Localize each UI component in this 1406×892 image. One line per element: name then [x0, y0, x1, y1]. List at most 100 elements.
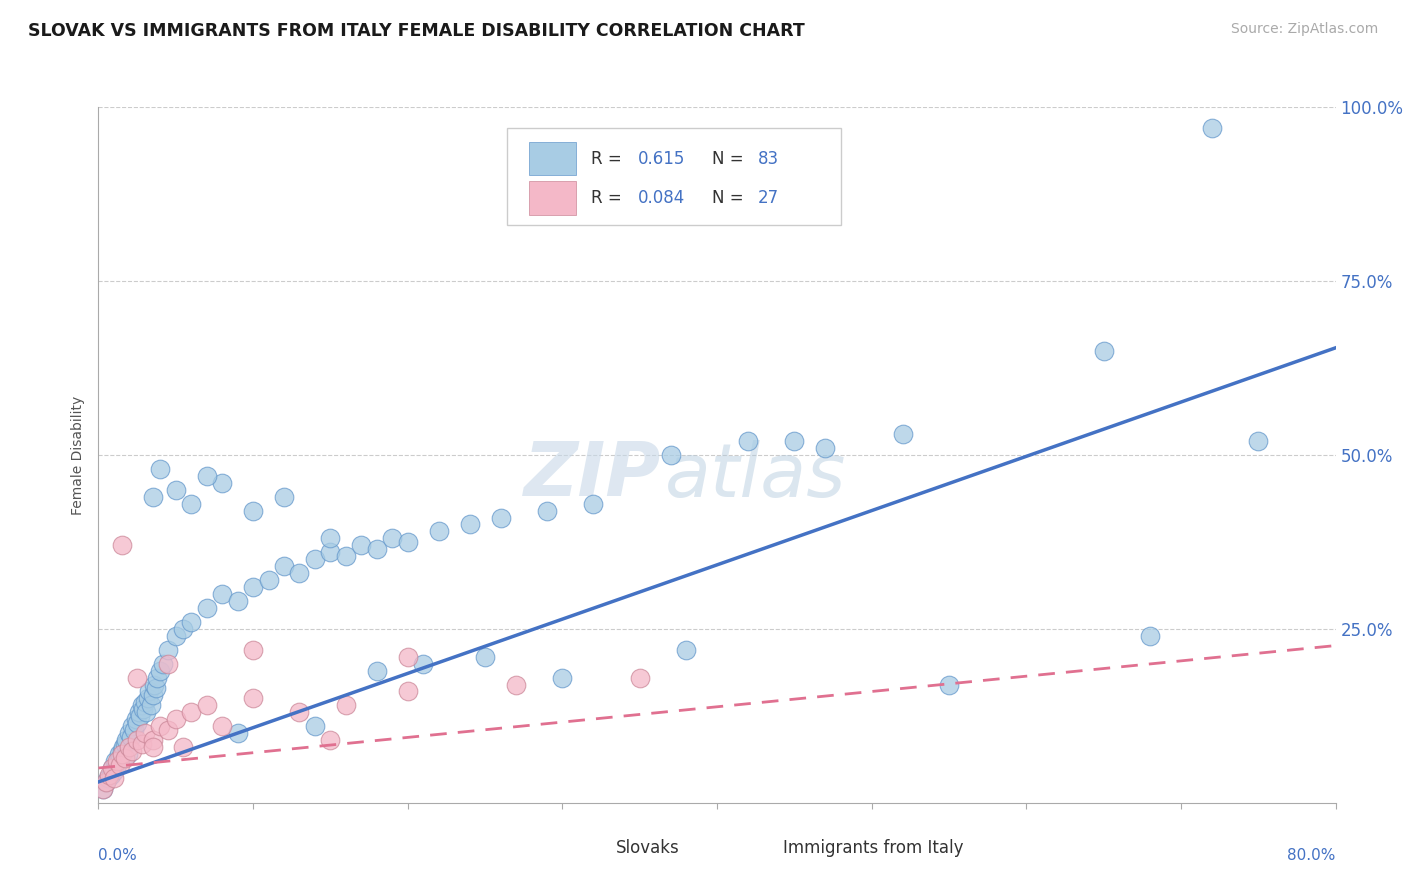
Point [335, 549, 357, 563]
Text: N =: N = [711, 150, 749, 168]
Point [288, 566, 311, 581]
Point [105, 754, 128, 768]
Point [211, 587, 233, 601]
Point [1201, 120, 1223, 135]
Point [319, 545, 342, 559]
Text: 80.0%: 80.0% [1288, 848, 1336, 863]
Point [180, 497, 202, 511]
Point [112, 740, 135, 755]
Point [121, 744, 143, 758]
Point [107, 747, 129, 761]
Point [675, 642, 697, 657]
Text: R =: R = [591, 150, 627, 168]
Text: 27: 27 [758, 189, 779, 207]
Text: N =: N = [711, 189, 749, 207]
Point [288, 706, 311, 720]
Point [91, 781, 114, 796]
Point [814, 441, 837, 455]
Point [412, 657, 434, 671]
Text: 0.084: 0.084 [638, 189, 685, 207]
Point [381, 532, 404, 546]
Point [98, 768, 121, 782]
Point [157, 723, 180, 737]
Point [211, 475, 233, 490]
Text: Source: ZipAtlas.com: Source: ZipAtlas.com [1230, 22, 1378, 37]
Point [108, 757, 131, 772]
Point [132, 702, 155, 716]
Text: ZIP: ZIP [524, 439, 661, 512]
Point [938, 677, 960, 691]
Point [582, 497, 605, 511]
Point [628, 671, 651, 685]
Point [91, 781, 114, 796]
FancyBboxPatch shape [529, 142, 576, 175]
Point [97, 772, 120, 786]
Point [242, 642, 264, 657]
Point [396, 534, 419, 549]
Point [304, 719, 326, 733]
Point [131, 737, 153, 751]
Point [134, 726, 156, 740]
Point [165, 629, 187, 643]
Point [103, 764, 125, 779]
Point [173, 740, 195, 755]
Point [366, 541, 388, 556]
Point [136, 691, 159, 706]
Point [157, 642, 180, 657]
Point [111, 538, 134, 552]
Point [396, 684, 419, 698]
Point [319, 733, 342, 747]
Point [101, 761, 124, 775]
Text: atlas: atlas [665, 440, 846, 512]
Point [242, 503, 264, 517]
Point [120, 730, 142, 744]
Point [139, 698, 162, 713]
Point [96, 775, 118, 789]
Point [122, 723, 145, 737]
Point [127, 715, 149, 730]
Point [257, 573, 280, 587]
Point [127, 671, 149, 685]
Point [173, 622, 195, 636]
Point [124, 712, 146, 726]
FancyBboxPatch shape [568, 838, 609, 861]
Point [101, 761, 124, 775]
Point [350, 538, 373, 552]
Text: Slovaks: Slovaks [616, 839, 679, 857]
Point [121, 719, 143, 733]
Point [149, 664, 172, 678]
Point [396, 649, 419, 664]
Point [135, 706, 157, 720]
Point [891, 427, 914, 442]
Point [659, 448, 682, 462]
Point [138, 684, 160, 698]
Point [114, 750, 136, 764]
Point [242, 580, 264, 594]
Point [108, 750, 131, 764]
Point [142, 733, 165, 747]
Point [335, 698, 357, 713]
Point [117, 747, 139, 761]
Text: 83: 83 [758, 150, 779, 168]
Point [783, 434, 806, 448]
Point [100, 768, 122, 782]
Point [103, 772, 125, 786]
Point [273, 559, 295, 574]
Point [536, 503, 558, 517]
Point [226, 726, 249, 740]
Point [489, 510, 512, 524]
Text: SLOVAK VS IMMIGRANTS FROM ITALY FEMALE DISABILITY CORRELATION CHART: SLOVAK VS IMMIGRANTS FROM ITALY FEMALE D… [28, 22, 804, 40]
Point [149, 462, 172, 476]
Point [105, 757, 128, 772]
Point [551, 671, 574, 685]
Point [118, 740, 141, 755]
Text: R =: R = [591, 189, 627, 207]
Point [127, 733, 149, 747]
Point [128, 706, 150, 720]
Point [131, 698, 153, 713]
Point [195, 601, 218, 615]
Point [180, 615, 202, 629]
Point [96, 775, 118, 789]
Point [157, 657, 180, 671]
Text: Immigrants from Italy: Immigrants from Italy [783, 839, 963, 857]
